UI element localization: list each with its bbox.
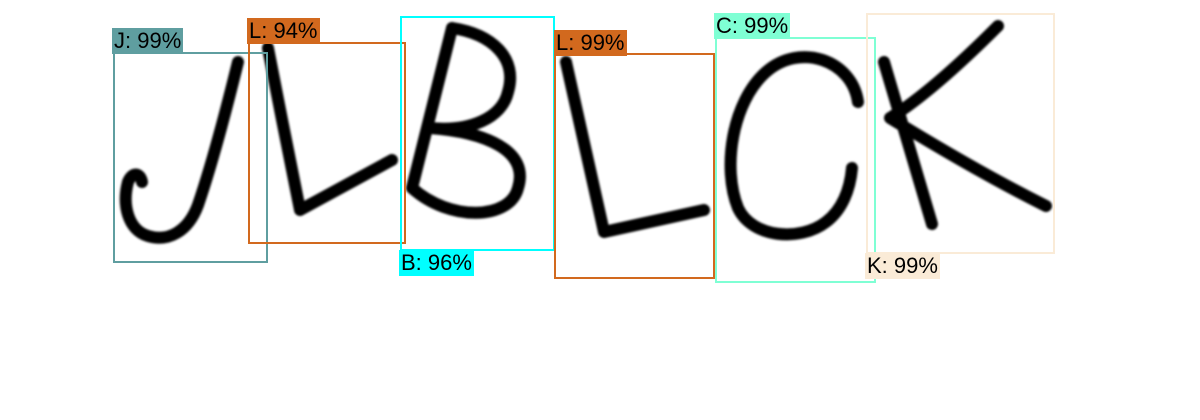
detection-label-b: B: 96% [399,250,474,276]
glyph-c [724,51,864,241]
bounding-box-j [113,52,268,263]
glyph-l-2 [560,56,710,238]
glyph-k [878,20,1052,230]
bounding-box-b [400,16,555,251]
detection-label-l-1: L: 94% [247,18,320,44]
glyph-j [119,56,244,244]
bounding-box-l-2 [554,53,715,279]
bounding-box-c [715,37,876,283]
glyph-l-1 [262,42,398,216]
detection-label-c: C: 99% [714,13,791,39]
bounding-box-l-1 [248,42,406,244]
detection-label-j: J: 99% [112,28,184,54]
bounding-box-k [866,13,1055,254]
glyph-b [406,22,526,219]
detection-label-k: K: 99% [865,253,940,279]
detection-label-l-2: L: 99% [554,30,627,56]
